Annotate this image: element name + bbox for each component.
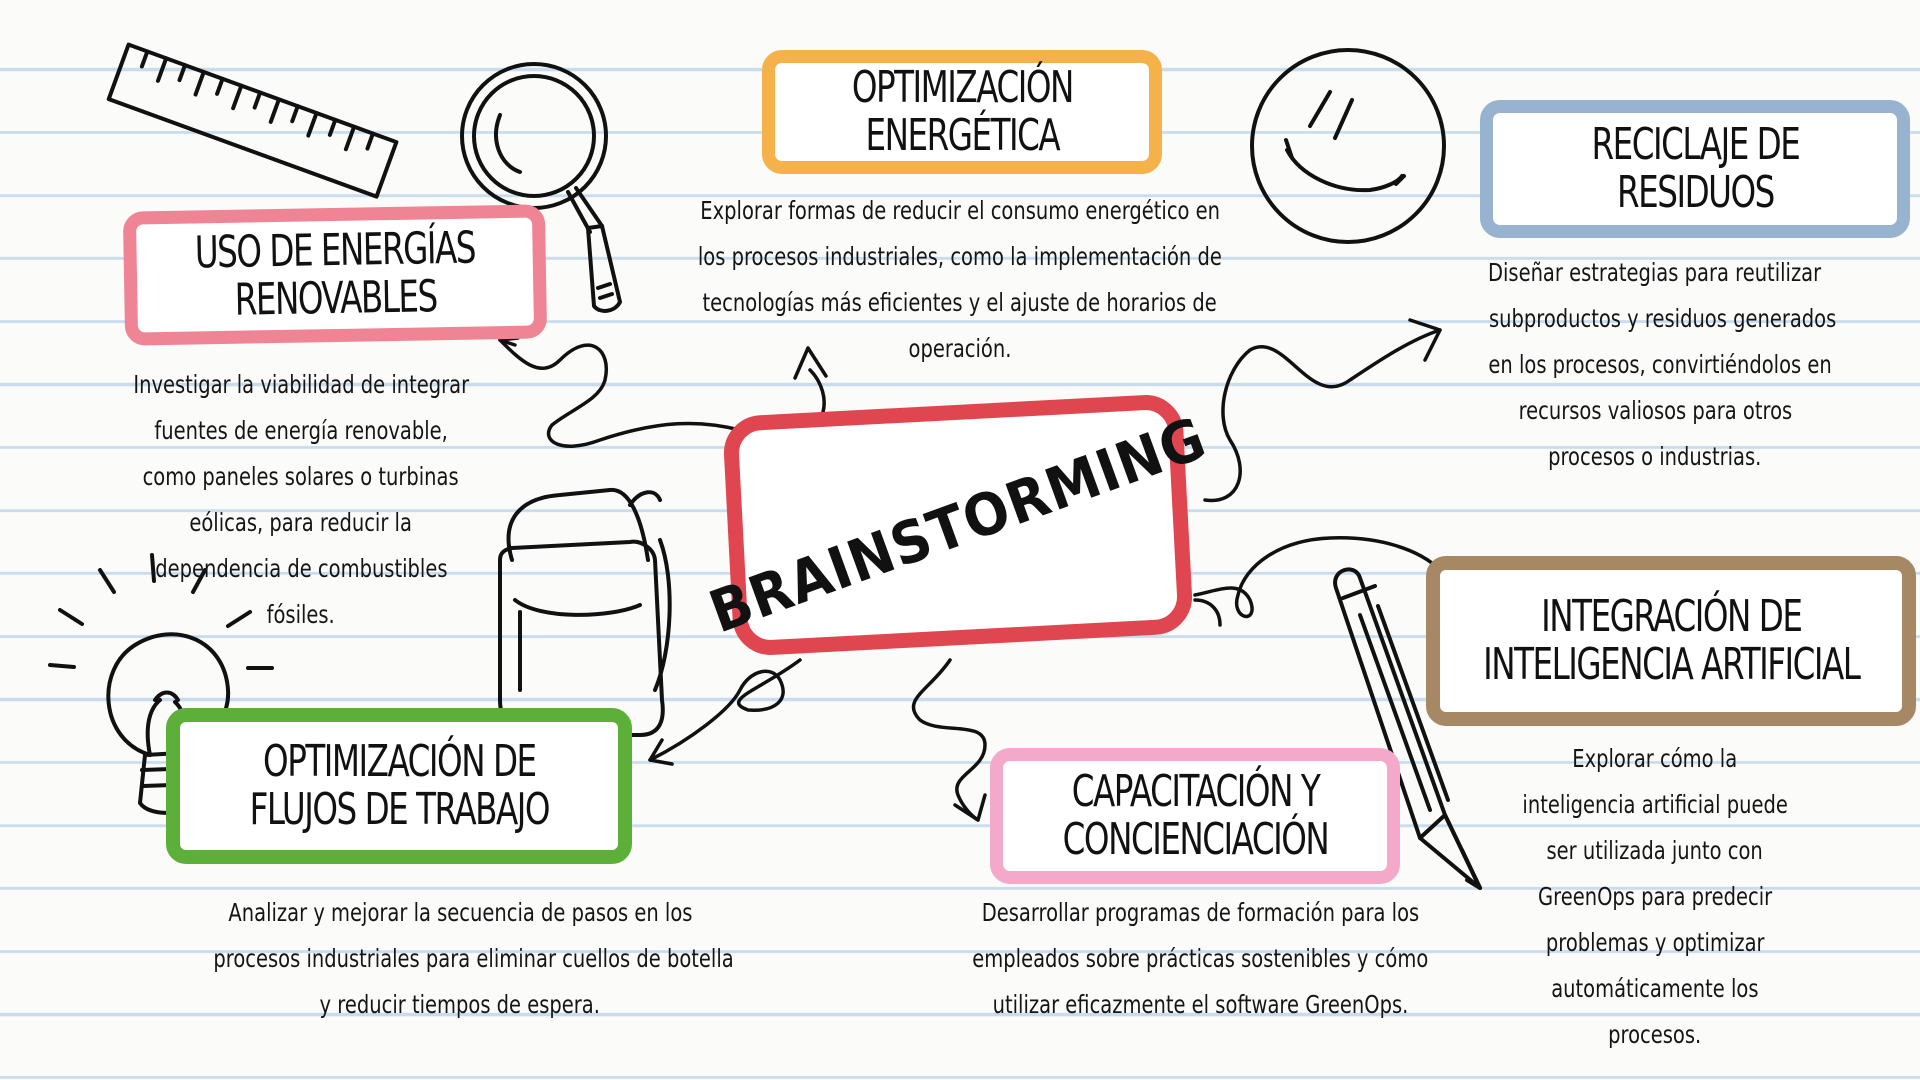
idea-desc-optimizacion-energetica: Explorar formas de reducir el consumo en… <box>620 188 1300 372</box>
idea-title-optimizacion-energetica: OPTIMIZACIÓN ENERGÉTICA <box>851 62 1074 161</box>
ruler-icon <box>106 42 399 199</box>
desc-line: operación. <box>908 334 1012 363</box>
idea-title-line1: CAPACITACIÓN Y <box>1071 766 1320 818</box>
idea-title-line1: INTEGRACIÓN DE <box>1540 591 1803 643</box>
idea-title-flujos: OPTIMIZACIÓN DE FLUJOS DE TRABAJO <box>249 736 550 835</box>
desc-line: como paneles solares o turbinas <box>142 462 460 491</box>
desc-line: Explorar cómo la <box>1572 744 1738 773</box>
idea-title-line1: RECICLAJE DE <box>1591 119 1800 171</box>
idea-title-line1: OPTIMIZACIÓN DE <box>262 736 537 788</box>
desc-line: fuentes de energía renovable, <box>154 416 448 445</box>
desc-line: recursos valiosos para otros <box>1518 396 1792 425</box>
idea-box-ia: INTEGRACIÓN DE INTELIGENCIA ARTIFICIAL <box>1426 556 1916 726</box>
desc-line: eólicas, para reducir la <box>189 508 413 537</box>
central-title: BRAINSTORMING <box>701 403 1215 647</box>
idea-box-energias: USO DE ENERGÍAS RENOVABLES <box>122 204 548 346</box>
idea-desc-flujos: Analizar y mejorar la secuencia de pasos… <box>140 890 780 1028</box>
idea-box-reciclaje: RECICLAJE DE RESIDUOS <box>1480 100 1910 238</box>
desc-line: Explorar formas de reducir el consumo en… <box>700 196 1220 225</box>
idea-title-line2: CONCIENCIACIÓN <box>1062 814 1329 865</box>
idea-desc-ia: Explorar cómo la inteligencia artificial… <box>1480 736 1830 1058</box>
desc-line: dependencia de combustibles <box>154 554 448 583</box>
idea-title-reciclaje: RECICLAJE DE RESIDUOS <box>1591 119 1800 218</box>
desc-line: procesos industriales para eliminar cuel… <box>213 944 734 973</box>
idea-title-line1: USO DE ENERGÍAS <box>194 223 476 279</box>
idea-title-line2: INTELIGENCIA ARTIFICIAL <box>1482 639 1861 690</box>
desc-line: tecnologías más eficientes y el ajuste d… <box>702 288 1218 317</box>
desc-line: y reducir tiempos de espera. <box>319 990 601 1019</box>
desc-line: problemas y optimizar <box>1545 928 1765 957</box>
idea-desc-energias: Investigar la viabilidad de integrar fue… <box>86 362 516 638</box>
desc-line: GreenOps para predecir <box>1537 882 1773 911</box>
central-node: BRAINSTORMING <box>701 393 1215 657</box>
idea-desc-reciclaje: Diseñar estrategias para reutilizar subp… <box>1440 250 1870 480</box>
backpack-icon <box>498 487 672 737</box>
idea-title-line2: RENOVABLES <box>233 271 437 326</box>
desc-line: Desarrollar programas de formación para … <box>981 898 1419 927</box>
desc-line: inteligencia artificial puede <box>1522 790 1788 819</box>
idea-title-line2: ENERGÉTICA <box>865 110 1060 161</box>
desc-line: procesos o industrias. <box>1548 442 1762 471</box>
desc-line: utilizar eficazmente el software GreenOp… <box>992 990 1408 1019</box>
idea-title-line2: RESIDUOS <box>1616 167 1775 218</box>
desc-line: en los procesos, convirtiéndolos en <box>1488 350 1832 379</box>
idea-title-line1: OPTIMIZACIÓN <box>851 62 1074 114</box>
desc-line: procesos. <box>1608 1020 1702 1049</box>
desc-line: Investigar la viabilidad de integrar <box>133 370 470 399</box>
desc-line: Analizar y mejorar la secuencia de pasos… <box>227 898 693 927</box>
idea-desc-capacitacion: Desarrollar programas de formación para … <box>900 890 1500 1028</box>
desc-line: subproductos y residuos generados <box>1488 304 1837 333</box>
desc-line: empleados sobre prácticas sostenibles y … <box>972 944 1428 973</box>
pencil-icon <box>1333 567 1482 890</box>
idea-title-capacitacion: CAPACITACIÓN Y CONCIENCIACIÓN <box>1062 766 1329 865</box>
idea-box-optimizacion-energetica: OPTIMIZACIÓN ENERGÉTICA <box>762 50 1162 174</box>
desc-line: fósiles. <box>266 600 336 629</box>
connector-arrows <box>498 318 1442 822</box>
idea-box-capacitacion: CAPACITACIÓN Y CONCIENCIACIÓN <box>990 748 1400 884</box>
idea-title-line2: FLUJOS DE TRABAJO <box>249 784 550 835</box>
idea-title-ia: INTEGRACIÓN DE INTELIGENCIA ARTIFICIAL <box>1482 591 1861 690</box>
idea-title-energias: USO DE ENERGÍAS RENOVABLES <box>194 223 476 326</box>
desc-line: automáticamente los <box>1551 974 1759 1003</box>
desc-line: los procesos industriales, como la imple… <box>698 242 1222 271</box>
smiley-icon <box>1250 48 1446 244</box>
idea-box-flujos: OPTIMIZACIÓN DE FLUJOS DE TRABAJO <box>166 708 632 864</box>
desc-line: ser utilizada junto con <box>1546 836 1764 865</box>
desc-line: Diseñar estrategias para reutilizar <box>1488 258 1822 287</box>
